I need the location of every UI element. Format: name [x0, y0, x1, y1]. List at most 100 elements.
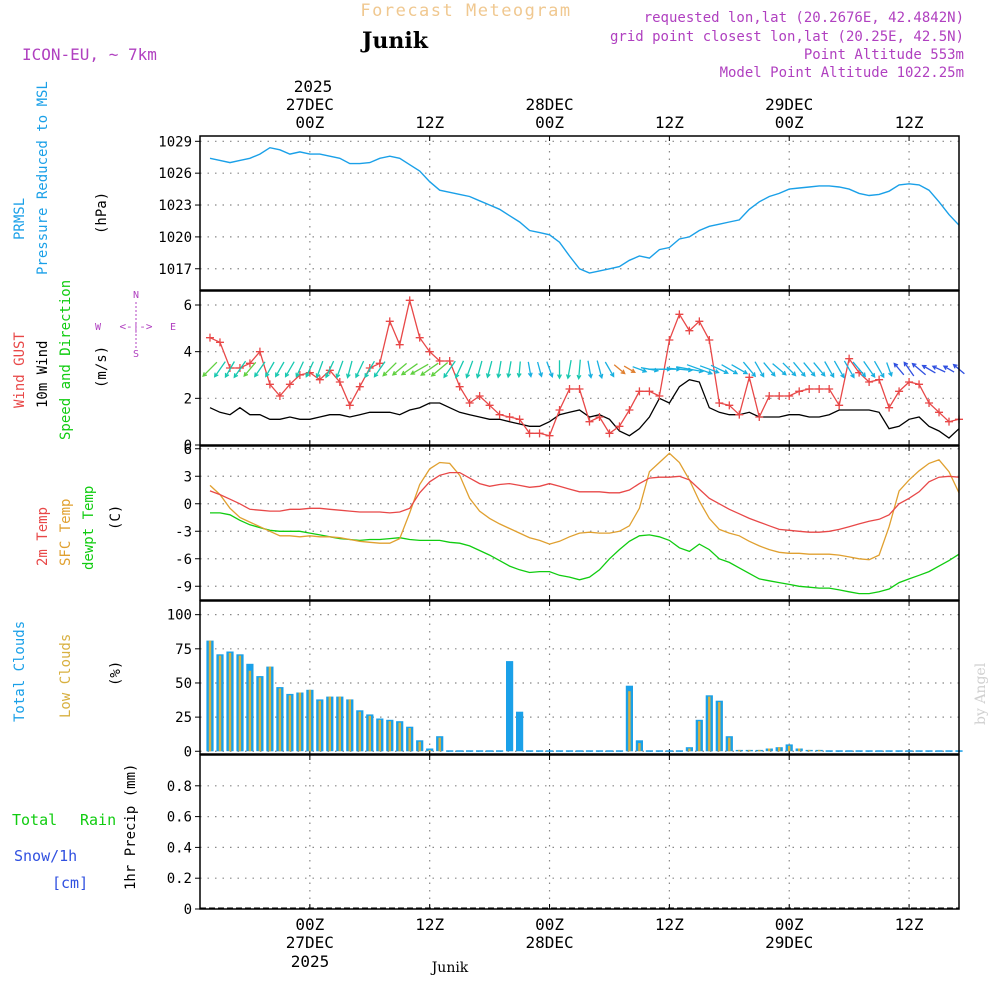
wind-arrow [931, 365, 946, 373]
total-cloud-bar [466, 750, 474, 752]
total-cloud-bar [565, 750, 574, 752]
wind-arrow [911, 362, 927, 376]
gust-marker [745, 373, 754, 382]
wind-arrow [824, 361, 835, 379]
panel-pressure: 1017 1020 1023 1026 1029 [158, 134, 960, 291]
low-cloud-bar [228, 652, 232, 752]
wind-arrow [224, 361, 235, 379]
gust-marker [475, 392, 484, 400]
low-cloud-bar [728, 737, 731, 752]
precip-total-label: Total [12, 811, 57, 829]
gust-marker [835, 401, 844, 410]
dewpt-line [210, 512, 960, 595]
wind-arrow [295, 361, 304, 378]
temp-line [209, 471, 960, 533]
wind-arrow [632, 366, 648, 373]
bottom-hour-label: 12Z [655, 915, 684, 934]
gust-marker [265, 380, 274, 389]
y-tick-label: 1017 [158, 262, 192, 278]
y-tick-label: 25 [175, 710, 192, 726]
wind-arrow [793, 361, 806, 378]
gust-marker [895, 387, 904, 396]
wind-arrow [254, 361, 266, 378]
total-cloud-bar [825, 750, 833, 752]
wind-arrow [565, 359, 572, 380]
wind-arrow [833, 360, 845, 379]
gust-line [209, 300, 960, 437]
panel-wind: 0 2 4 6 [184, 290, 965, 454]
gust-marker [415, 333, 424, 342]
total-cloud-bar [456, 750, 464, 752]
gust-marker [205, 333, 214, 342]
low-cloud-bar [368, 715, 371, 752]
gust-marker [455, 382, 464, 391]
sfc-temp-line [209, 452, 960, 561]
temp-label: 2m Temp [35, 507, 51, 566]
wind-arrow [410, 363, 429, 375]
total-cloud-bar [446, 750, 454, 752]
low-cloud-bar [338, 696, 341, 752]
gust-marker [815, 385, 824, 393]
gust-marker [805, 385, 814, 393]
gust-marker [605, 429, 614, 438]
total-cloud-bar [555, 750, 564, 752]
low-cloud-bar [258, 677, 262, 752]
top-hour-label: 00Z [535, 113, 564, 132]
total-cloud-bar [476, 750, 484, 752]
wind-arrow [763, 362, 776, 377]
compass-s: S [133, 349, 139, 360]
panel-border [199, 754, 960, 910]
location-name: Junik [360, 28, 429, 54]
wind-arrow [527, 361, 533, 378]
total-cloud-bar [595, 750, 604, 752]
gust-marker [565, 385, 574, 393]
gust-marker [675, 310, 684, 319]
panel-border [199, 600, 960, 755]
bottom-date-label: 27DEC [286, 933, 334, 952]
total-cloud-bar [545, 750, 554, 752]
wind-speed-line [209, 379, 960, 439]
y-tick-label: 1026 [158, 166, 192, 182]
gust-marker [655, 392, 664, 400]
panel-border [199, 290, 960, 446]
low-cloud-bar [708, 696, 711, 752]
low-cloud-bar [718, 702, 721, 752]
y-tick-label: 1020 [158, 230, 192, 246]
low-cloud-bar [308, 689, 312, 752]
gust-marker [695, 317, 704, 326]
total-cloud-bar [855, 750, 863, 752]
total-cloud-bar [895, 750, 903, 752]
gust-marker [575, 385, 584, 393]
top-hour-label: 00Z [775, 113, 804, 132]
top-hour-label: 00Z [295, 113, 324, 132]
gust-marker [905, 378, 914, 386]
wind-arrow [772, 363, 787, 376]
low-cloud-bar [328, 696, 331, 752]
gust-marker [915, 380, 924, 389]
wind-arrow [496, 360, 502, 379]
gust-marker [725, 401, 734, 410]
low-cloud-bar [768, 748, 771, 752]
gust-marker [705, 336, 714, 344]
low-cloud-bar [318, 700, 321, 752]
low-cloud-bar [628, 691, 631, 752]
low-cloud-bar [638, 743, 641, 752]
low-cloud-bar [688, 748, 691, 752]
wind-arrow [454, 360, 465, 379]
y-tick-label: 0.4 [167, 840, 192, 856]
total-cloud-bar [426, 748, 434, 752]
bottom-hour-label: 00Z [535, 915, 564, 934]
gust-marker [755, 413, 764, 421]
total-cloud-bar [615, 750, 624, 752]
gust-marker [375, 359, 384, 368]
wind-arrow [710, 364, 729, 374]
gust-marker [465, 399, 474, 407]
low-cloud-bar [218, 655, 222, 752]
gust-marker [275, 392, 284, 400]
y-tick-label: 2 [184, 391, 192, 407]
low-cloud-bar [398, 722, 401, 752]
wind-dir-label: Speed and Direction [58, 280, 74, 440]
wind-arrow [355, 360, 365, 379]
wind-arrow [576, 359, 582, 380]
